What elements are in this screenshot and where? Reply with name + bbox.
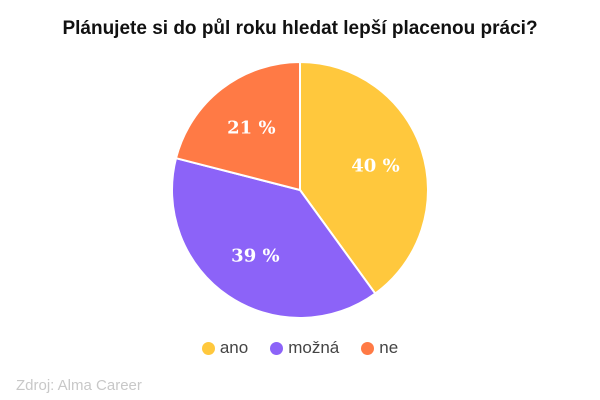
legend-item-mozna: možná [270,338,339,358]
legend-item-ano: ano [201,338,249,358]
legend-label-ano: ano [219,338,249,357]
legend-label-mozna: možná [288,338,340,357]
chart-title: Plánujete si do půl roku hledat lepší pl… [62,18,538,39]
legend-dot-mozna [270,341,284,355]
legend-dot-ano [201,341,215,355]
legend-dot-ne [361,341,375,355]
legend-item-ne: ne [361,338,398,358]
pie-slice-mozna [171,156,377,319]
legend-label-ne: ne [379,338,399,357]
legend: ano možná ne [0,338,600,358]
pie-slice-ano [299,60,429,295]
slice-label-ano: 40 % [351,155,399,176]
slice-label-ne: 21 % [227,117,275,138]
slice-label-mozna: 39 % [231,246,279,267]
pie-slice-ne [174,60,301,192]
source-note: Zdroj: Alma Career [16,377,142,394]
